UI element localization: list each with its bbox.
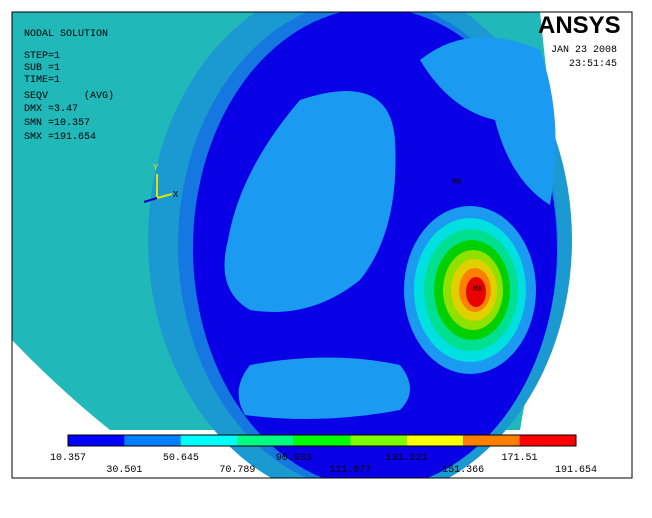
triad-x-label: X bbox=[173, 190, 179, 200]
legend: 10.357 30.501 50.645 70.789 90.933 111.077 131… bbox=[50, 434, 597, 476]
smx: SMX =191.654 bbox=[24, 132, 96, 143]
legend-swatch bbox=[237, 435, 294, 446]
legend-label: 10.357 bbox=[50, 453, 86, 464]
time: TIME=1 bbox=[24, 75, 60, 86]
triad-y-label: Y bbox=[153, 163, 159, 173]
legend-label: 171.51 bbox=[502, 453, 538, 464]
legend-swatch bbox=[406, 435, 464, 446]
legend-label: 131.221 bbox=[386, 453, 428, 464]
low-region bbox=[224, 91, 396, 312]
legend-swatch bbox=[519, 435, 576, 446]
legend-label: 151.366 bbox=[442, 465, 484, 476]
low-region bbox=[420, 37, 556, 206]
legend-swatch bbox=[463, 435, 520, 446]
legend-label: 30.501 bbox=[106, 465, 142, 476]
triad-x bbox=[156, 193, 173, 199]
step: STEP=1 bbox=[24, 51, 60, 62]
max-marker: MX bbox=[473, 285, 483, 294]
title: NODAL SOLUTION bbox=[24, 29, 108, 40]
sub: SUB =1 bbox=[24, 63, 60, 74]
legend-label: 70.789 bbox=[219, 465, 255, 476]
status-text: NODAL SOLUTION STEP=1 SUB =1 TIME=1 SEQV… bbox=[24, 29, 114, 143]
legend-swatch bbox=[124, 435, 181, 446]
legend-swatch bbox=[293, 435, 351, 446]
legend-swatch bbox=[350, 435, 407, 446]
low-region bbox=[238, 357, 410, 419]
legend-frame bbox=[67, 434, 577, 447]
quantity: SEQV (AVG) bbox=[24, 90, 114, 102]
date: JAN 23 2008 bbox=[551, 45, 617, 56]
legend-swatch bbox=[180, 435, 238, 446]
viewport-frame bbox=[11, 11, 633, 479]
clock: 23:51:45 bbox=[569, 59, 617, 70]
legend-label: 191.654 bbox=[555, 465, 597, 476]
smn: SMN =10.357 bbox=[24, 118, 90, 129]
legend-label: 90.933 bbox=[276, 453, 312, 464]
triad-z bbox=[143, 197, 158, 203]
legend-swatch bbox=[68, 435, 125, 446]
triad: Y X bbox=[143, 163, 179, 203]
logo: ANSYS bbox=[538, 12, 621, 39]
dmx: DMX =3.47 bbox=[24, 104, 78, 115]
min-marker: MN bbox=[452, 178, 462, 187]
model bbox=[12, 12, 572, 478]
legend-label: 111.077 bbox=[329, 465, 371, 476]
hotspot-band bbox=[466, 277, 486, 307]
legend-label: 50.645 bbox=[163, 453, 199, 464]
